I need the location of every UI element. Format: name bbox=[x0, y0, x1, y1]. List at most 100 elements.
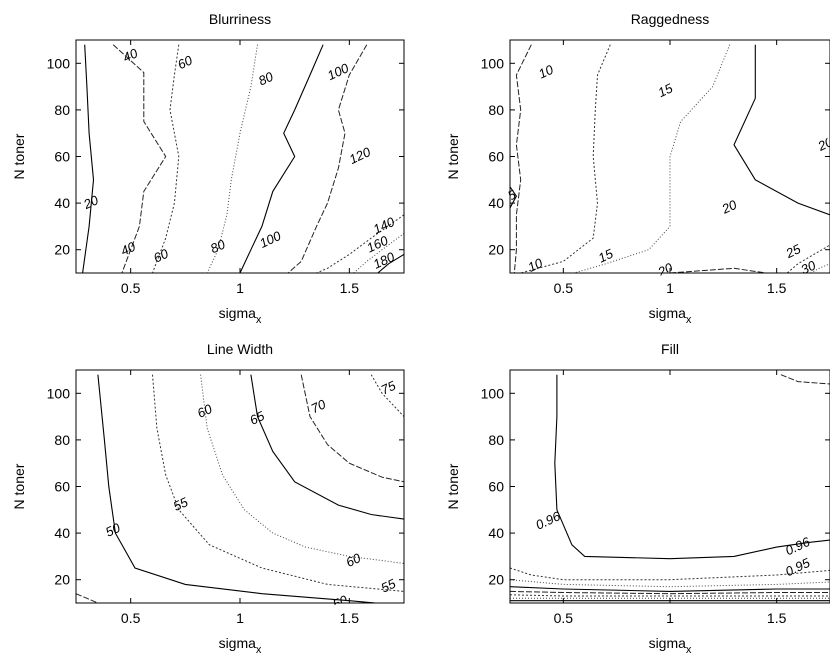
contour-label: 80 bbox=[256, 68, 276, 88]
y-tick-label: 20 bbox=[488, 242, 504, 258]
x-tick-label: 1.5 bbox=[767, 280, 787, 296]
contour-label: 75 bbox=[379, 378, 399, 398]
y-axis-label: N toner bbox=[445, 133, 461, 179]
y-tick-label: 100 bbox=[481, 55, 505, 71]
panel-title: Fill bbox=[661, 341, 679, 357]
y-axis-label: N toner bbox=[445, 463, 461, 509]
contour-label: 80 bbox=[208, 236, 228, 256]
y-tick-label: 60 bbox=[488, 479, 504, 495]
contour-label: 5 bbox=[505, 186, 519, 203]
contour-label: 15 bbox=[656, 80, 676, 100]
y-tick-label: 60 bbox=[54, 479, 70, 495]
contour-label: 20 bbox=[815, 134, 830, 154]
contour-line-160 bbox=[353, 232, 404, 273]
contour-label: 60 bbox=[195, 401, 215, 421]
x-tick-label: 0.5 bbox=[554, 610, 574, 626]
contour-label: 0.95 bbox=[783, 555, 813, 580]
contour-line-75 bbox=[370, 374, 404, 417]
contour-label: 100 bbox=[257, 228, 284, 251]
contour-label: 60 bbox=[151, 246, 171, 266]
x-axis-label: sigmax bbox=[219, 635, 262, 656]
contour-line-10 bbox=[520, 44, 611, 273]
x-tick-label: 1 bbox=[236, 280, 244, 296]
panel-title: Blurriness bbox=[209, 11, 271, 27]
contour-label: 20 bbox=[719, 197, 740, 217]
contour-line-0-92 bbox=[510, 590, 830, 595]
y-tick-label: 80 bbox=[488, 102, 504, 118]
x-tick-label: 0.5 bbox=[121, 280, 141, 296]
x-tick-label: 1.5 bbox=[340, 610, 360, 626]
contour-label: 40 bbox=[118, 239, 138, 259]
x-tick-label: 0.5 bbox=[121, 610, 141, 626]
contour-line-0-96 bbox=[780, 374, 830, 385]
contour-label: 60 bbox=[175, 52, 195, 72]
contour-line-0-94 bbox=[510, 579, 830, 588]
contour-line-180 bbox=[377, 253, 404, 273]
plot-frame bbox=[75, 369, 405, 604]
x-tick-label: 0.5 bbox=[554, 280, 574, 296]
contour-line-60 bbox=[200, 374, 404, 564]
contour-line-55 bbox=[152, 374, 404, 592]
contour-label: 55 bbox=[379, 576, 399, 596]
contour-label: 0.96 bbox=[783, 534, 813, 559]
contour-line-0-91 bbox=[510, 594, 830, 597]
contour-line-120 bbox=[287, 44, 368, 273]
x-axis-label: sigmax bbox=[219, 305, 262, 326]
contour-label: 0.96 bbox=[533, 508, 563, 533]
contour-label: 30 bbox=[798, 257, 818, 277]
contour-line-60 bbox=[152, 44, 180, 273]
contour-label: 50 bbox=[330, 592, 350, 612]
x-tick-label: 1 bbox=[666, 610, 674, 626]
contour-line-0-96 bbox=[554, 374, 830, 560]
contour-line-50 bbox=[76, 593, 99, 603]
panel-title: Line Width bbox=[207, 341, 273, 357]
y-tick-label: 40 bbox=[54, 195, 70, 211]
contour-label: 40 bbox=[120, 45, 140, 65]
contour-line-30 bbox=[810, 263, 830, 273]
y-tick-label: 60 bbox=[54, 149, 70, 165]
y-tick-label: 80 bbox=[488, 432, 504, 448]
contour-label: 50 bbox=[103, 520, 123, 540]
y-tick-label: 40 bbox=[488, 525, 504, 541]
plot-frame bbox=[509, 369, 830, 604]
x-tick-label: 1.5 bbox=[767, 610, 787, 626]
contour-line-100 bbox=[239, 44, 324, 273]
y-axis-label: N toner bbox=[11, 133, 27, 179]
y-tick-label: 40 bbox=[54, 525, 70, 541]
contour-label: 55 bbox=[171, 494, 191, 514]
y-tick-label: 80 bbox=[54, 102, 70, 118]
contour-line-0-95 bbox=[510, 567, 830, 581]
contour-line-80 bbox=[206, 44, 258, 273]
contour-label: 120 bbox=[347, 144, 374, 167]
x-tick-label: 1.5 bbox=[340, 280, 360, 296]
contour-line-10 bbox=[513, 44, 532, 273]
contour-line-40 bbox=[112, 44, 167, 273]
y-tick-label: 20 bbox=[54, 242, 70, 258]
contour-label: 65 bbox=[247, 408, 267, 428]
contour-label: 10 bbox=[525, 255, 545, 275]
contour-line-20 bbox=[733, 44, 830, 216]
y-axis-label: N toner bbox=[11, 463, 27, 509]
contour-label: 10 bbox=[536, 61, 556, 81]
y-tick-label: 80 bbox=[54, 432, 70, 448]
contour-line-65 bbox=[250, 374, 404, 520]
contour-label: 60 bbox=[344, 550, 364, 570]
x-axis-label: sigmax bbox=[649, 305, 692, 326]
x-tick-label: 1 bbox=[236, 610, 244, 626]
contour-label: 25 bbox=[783, 241, 804, 261]
x-tick-label: 1 bbox=[666, 280, 674, 296]
y-tick-label: 100 bbox=[47, 385, 71, 401]
y-tick-label: 100 bbox=[47, 55, 71, 71]
y-tick-label: 20 bbox=[54, 572, 70, 588]
contour-line-50 bbox=[97, 374, 376, 603]
chart-panel-3: Line Width 60 65 70 75 55 50 60 55 50 0.5 1 1.5 20 40 6… bbox=[11, 341, 405, 656]
contour-line-70 bbox=[300, 374, 404, 483]
contour-line-140 bbox=[316, 214, 404, 273]
y-tick-label: 20 bbox=[488, 572, 504, 588]
contour-line-20 bbox=[82, 44, 95, 273]
y-tick-label: 60 bbox=[488, 149, 504, 165]
